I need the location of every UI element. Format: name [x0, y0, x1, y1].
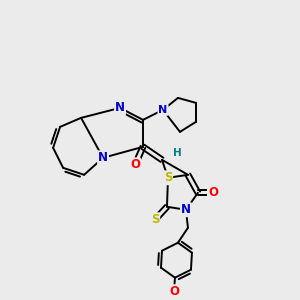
Text: N: N: [115, 101, 125, 114]
Text: N: N: [158, 105, 168, 115]
Text: O: O: [130, 158, 140, 171]
Text: O: O: [208, 186, 218, 199]
Text: S: S: [151, 213, 159, 226]
Text: N: N: [181, 203, 191, 216]
Text: S: S: [164, 171, 172, 184]
Text: N: N: [98, 151, 108, 164]
Text: O: O: [169, 285, 179, 298]
Text: H: H: [172, 148, 181, 158]
